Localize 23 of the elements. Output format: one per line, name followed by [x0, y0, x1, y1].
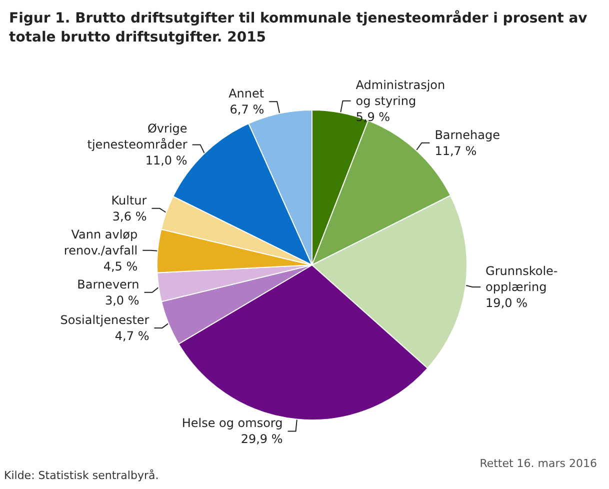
slice-label: Kultur: [111, 193, 147, 208]
data-label: 6,7 %: [230, 102, 264, 117]
data-label: 29,9 %: [240, 432, 283, 446]
slice-label: Vann avløp renov./avfall: [64, 227, 138, 258]
slice-label: Helse og omsorg: [182, 416, 283, 430]
data-label: 4,5 %: [103, 259, 138, 274]
text: Kilde: Statistisk sentralbyrå.: [4, 469, 159, 482]
data-label: 5,9 %: [356, 110, 390, 124]
slice-label: Øvrige tjenesteområder: [87, 122, 188, 152]
text: Rettet 16. mars 2016: [480, 457, 597, 470]
chart-title: Figur 1. Brutto driftsutgifter til kommunale tjenesteområder i prosent av totale brutto driftsutgifter. 2015: [9, 10, 592, 46]
slice-label: Administrasjon og styring: [356, 78, 446, 108]
data-label: 3,6 %: [112, 209, 147, 224]
data-label: 19,0 %: [486, 296, 528, 310]
slice-label: Sosialtjenester: [60, 312, 150, 327]
data-label: 4,7 %: [114, 328, 150, 343]
slice-label: Annet: [228, 86, 264, 101]
data-label: 11,7 %: [434, 144, 477, 158]
slice-label: Barnevern: [77, 277, 140, 292]
data-label: 3,0 %: [104, 293, 140, 308]
data-label: 11,0 %: [145, 154, 188, 168]
slice-label: Barnehage: [434, 128, 500, 142]
slice-label: Grunnskole- opplæring: [486, 264, 558, 294]
